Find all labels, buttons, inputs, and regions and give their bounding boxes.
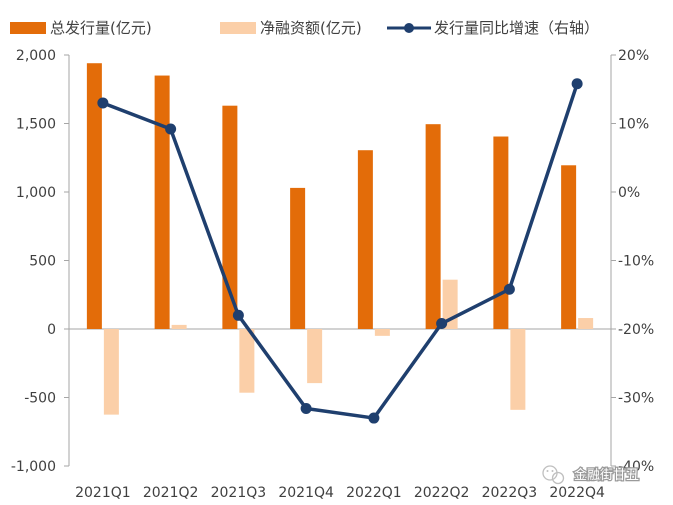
- growth-point: [300, 402, 312, 414]
- growth-point: [571, 78, 583, 90]
- growth-line-series: [97, 78, 583, 424]
- legend-label-growth: 发行量同比增速（右轴）: [434, 19, 599, 37]
- right-tick-label: -20%: [618, 322, 654, 338]
- left-tick-label: 500: [29, 254, 56, 270]
- right-tick-label: -40%: [618, 459, 654, 475]
- growth-point: [232, 309, 244, 321]
- watermark: 金融街甘丑: [542, 465, 640, 485]
- bar-net-financing: [239, 329, 255, 393]
- x-tick-label: 2022Q4: [549, 485, 605, 501]
- growth-point: [436, 318, 448, 330]
- legend-label-total: 总发行量(亿元): [50, 19, 152, 37]
- right-tick-label: 20%: [618, 48, 649, 64]
- bar-total-issuance: [154, 75, 170, 329]
- right-tick-label: -10%: [618, 254, 654, 270]
- bar-total-issuance: [290, 187, 306, 329]
- left-tick-label: 1,000: [16, 185, 56, 201]
- bar-net-financing: [374, 329, 390, 336]
- right-tick-label: 10%: [618, 117, 649, 133]
- left-tick-label: 2,000: [16, 48, 56, 64]
- x-tick-label: 2021Q3: [211, 485, 267, 501]
- bar-total-issuance: [222, 105, 238, 329]
- bar-net-financing: [578, 318, 594, 329]
- x-tick-label: 2022Q3: [482, 485, 538, 501]
- bar-net-financing: [510, 329, 526, 410]
- x-tick-label: 2021Q2: [143, 485, 199, 501]
- legend-swatch-total: [10, 22, 46, 34]
- bar-net-financing: [103, 329, 119, 415]
- bar-total-issuance: [357, 150, 373, 329]
- growth-point: [165, 123, 177, 135]
- legend: 总发行量(亿元) 净融资额(亿元) 发行量同比增速（右轴）: [10, 19, 599, 37]
- watermark-text: 金融街甘丑: [574, 467, 639, 483]
- bar-total-issuance: [493, 136, 509, 329]
- x-tick-label: 2021Q1: [75, 485, 131, 501]
- legend-swatch-net: [220, 22, 256, 34]
- axes: [68, 55, 612, 466]
- x-tick-label: 2021Q4: [278, 485, 334, 501]
- right-tick-label: 0%: [618, 185, 640, 201]
- legend-marker-growth: [404, 23, 414, 33]
- x-axis-ticks: 2021Q1 2021Q2 2021Q3 2021Q4 2022Q1 2022Q2 2022…: [75, 485, 605, 501]
- growth-point: [503, 283, 515, 295]
- left-tick-label: -500: [24, 391, 56, 407]
- bar-net-financing: [307, 329, 323, 384]
- left-tick-label: 1,500: [16, 117, 56, 133]
- x-tick-label: 2022Q2: [414, 485, 470, 501]
- bar-total-issuance: [425, 124, 441, 329]
- x-tick-label: 2022Q1: [346, 485, 402, 501]
- right-tick-label: -30%: [618, 391, 654, 407]
- bar-net-financing: [171, 324, 187, 329]
- bars: [86, 63, 594, 415]
- left-tick-label: 0: [47, 322, 56, 338]
- growth-line: [102, 83, 579, 420]
- bar-total-issuance: [561, 165, 577, 329]
- growth-point: [97, 97, 109, 109]
- right-axis-ticks: -40% -30% -20% -10% 0% 10% 20%: [611, 48, 654, 475]
- left-axis-ticks: -1,000 -500 0 500 1,000 1,500 2,000: [11, 48, 69, 475]
- wechat-icon: [542, 465, 565, 485]
- legend-label-net: 净融资额(亿元): [260, 19, 362, 37]
- growth-point: [368, 412, 380, 424]
- bar-total-issuance: [86, 63, 102, 329]
- left-tick-label: -1,000: [11, 459, 56, 475]
